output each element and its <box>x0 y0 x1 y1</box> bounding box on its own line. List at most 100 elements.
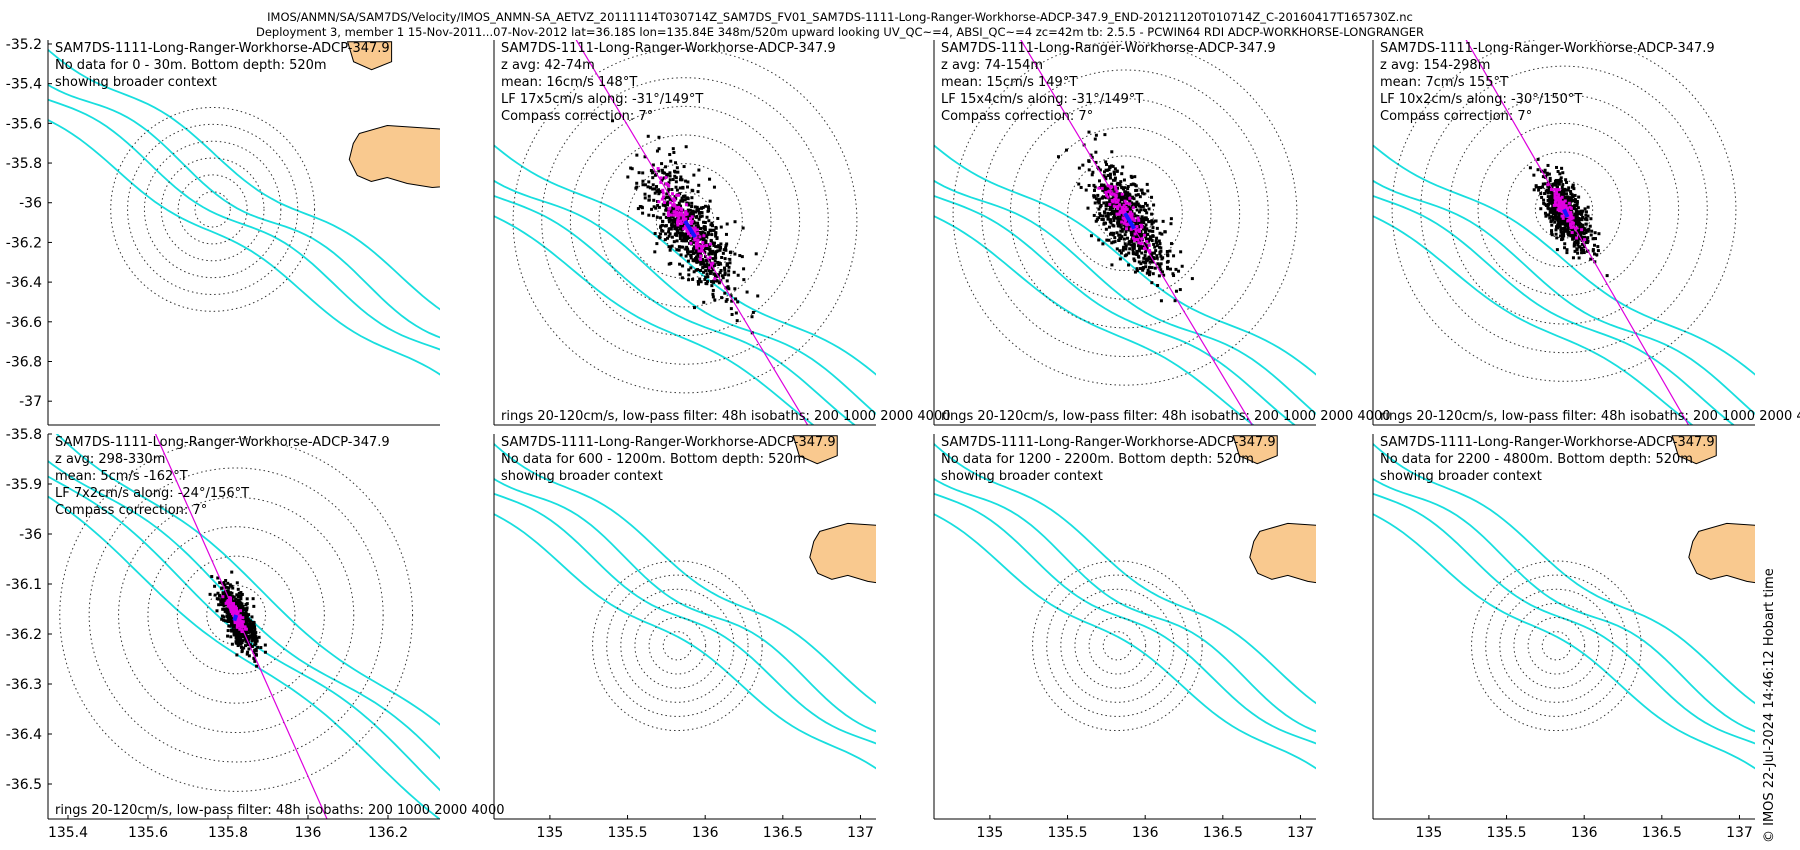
velocity-point <box>661 203 665 207</box>
velocity-point <box>1580 251 1584 255</box>
velocity-point <box>1104 196 1108 200</box>
velocity-point <box>723 266 727 270</box>
velocity-point <box>691 209 695 213</box>
velocity-point <box>1540 185 1544 189</box>
velocity-point <box>1121 198 1125 202</box>
velocity-point <box>1112 231 1116 235</box>
copyright-credit: © IMOS 22-Jul-2024 14:46:12 Hobart time <box>1762 568 1777 843</box>
velocity-point <box>727 265 731 269</box>
velocity-point <box>210 575 214 579</box>
velocity-point <box>653 187 657 191</box>
island-land <box>348 124 440 189</box>
velocity-point <box>1576 206 1580 210</box>
lowpass-point <box>231 604 235 608</box>
velocity-point <box>1554 205 1558 209</box>
velocity-point <box>1581 209 1585 213</box>
velocity-point <box>648 186 652 190</box>
lowpass-point <box>1140 237 1144 241</box>
velocity-point <box>1143 226 1147 230</box>
velocity-point <box>217 593 221 597</box>
velocity-point <box>1118 192 1122 196</box>
velocity-point <box>230 584 234 588</box>
velocity-point <box>1141 220 1145 224</box>
velocity-point <box>1179 250 1183 254</box>
velocity-point <box>230 595 234 599</box>
velocity-point <box>1094 197 1098 201</box>
velocity-point <box>651 183 655 187</box>
velocity-point <box>680 225 684 229</box>
velocity-point <box>1565 251 1569 255</box>
lowpass-point <box>690 215 694 219</box>
lowpass-point <box>1108 202 1112 206</box>
velocity-point <box>1139 262 1143 266</box>
velocity-point <box>240 611 244 615</box>
velocity-point <box>1103 133 1107 137</box>
velocity-point <box>1108 165 1112 169</box>
velocity-point <box>1137 231 1141 235</box>
velocity-point <box>248 626 252 630</box>
velocity-point <box>1556 170 1560 174</box>
velocity-point <box>1566 202 1570 206</box>
panel-2: SAM7DS-1111-Long-Ranger-Workhorse-ADCP-3… <box>493 40 951 426</box>
lowpass-point <box>676 219 680 223</box>
velocity-point <box>1087 183 1091 187</box>
velocity-point <box>1576 251 1580 255</box>
lowpass-point <box>1137 228 1141 232</box>
velocity-point <box>669 245 673 249</box>
velocity-point <box>1157 274 1161 278</box>
velocity-point <box>680 276 684 280</box>
lowpass-point <box>685 227 689 231</box>
lowpass-point <box>232 602 236 606</box>
velocity-point <box>687 268 691 272</box>
lowpass-point <box>677 193 681 197</box>
velocity-point <box>1555 248 1559 252</box>
lowpass-point <box>1145 240 1149 244</box>
lowpass-point <box>690 219 694 223</box>
velocity-point <box>1118 257 1122 261</box>
velocity-point <box>712 263 716 267</box>
velocity-point <box>681 264 685 268</box>
velocity-point <box>1158 265 1162 269</box>
velocity-point <box>1584 222 1588 226</box>
velocity-point <box>1131 202 1135 206</box>
velocity-point <box>678 227 682 231</box>
velocity-point <box>733 252 737 256</box>
velocity-point <box>1548 210 1552 214</box>
lowpass-point <box>672 202 676 206</box>
lowpass-point <box>673 204 677 208</box>
velocity-point <box>1597 232 1601 236</box>
velocity-point <box>1106 214 1110 218</box>
velocity-point <box>1536 157 1540 161</box>
velocity-point <box>1581 215 1585 219</box>
velocity-point <box>1551 206 1555 210</box>
velocity-point <box>246 627 250 631</box>
velocity-point <box>1554 182 1558 186</box>
velocity-point <box>690 196 694 200</box>
velocity-point <box>697 217 701 221</box>
panel-plot-area <box>48 41 440 376</box>
velocity-point <box>675 248 679 252</box>
velocity-point <box>1064 148 1068 152</box>
velocity-point <box>1169 242 1173 246</box>
velocity-point <box>719 242 723 246</box>
velocity-point <box>686 217 690 221</box>
velocity-point <box>1534 184 1538 188</box>
velocity-point <box>1145 211 1149 215</box>
velocity-point <box>1573 240 1577 244</box>
velocity-point <box>1110 263 1114 267</box>
velocity-point <box>681 245 685 249</box>
velocity-point <box>239 641 243 645</box>
velocity-point <box>730 312 734 316</box>
velocity-point <box>1586 205 1590 209</box>
velocity-point <box>1557 181 1561 185</box>
velocity-point <box>713 272 717 276</box>
velocity-point <box>244 644 248 648</box>
velocity-point <box>1087 168 1091 172</box>
x-tick-label: 135.5 <box>1486 825 1526 841</box>
velocity-point <box>1550 223 1554 227</box>
velocity-point <box>1105 185 1109 189</box>
lowpass-point <box>1130 212 1134 216</box>
isobath-200 <box>1373 442 1755 705</box>
velocity-point <box>663 238 667 242</box>
velocity-point <box>716 260 720 264</box>
